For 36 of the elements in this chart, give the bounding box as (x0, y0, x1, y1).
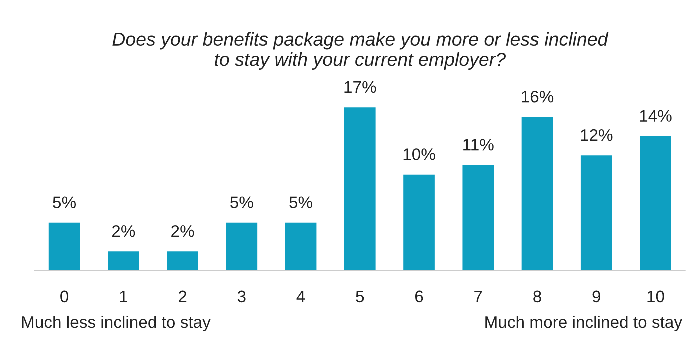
x-tick-label: 5 (356, 290, 364, 303)
x-tick-label: 10 (648, 290, 664, 303)
x-tick-label: 0 (60, 290, 69, 303)
x-tick-label: 7 (474, 290, 482, 302)
x-tick-label: 8 (534, 290, 542, 303)
bar (580, 156, 612, 271)
data-label: 11% (464, 139, 494, 151)
x-tick-label: 6 (415, 290, 424, 303)
bar (285, 222, 317, 271)
data-label: 12% (581, 129, 613, 142)
data-label: 2% (172, 225, 194, 238)
x-tick-label: 2 (179, 290, 187, 302)
data-label: 5% (230, 196, 254, 208)
x-tick-label: 1 (120, 290, 128, 302)
bar (48, 222, 80, 271)
x-tick-label: 4 (296, 290, 306, 302)
data-label: 5% (53, 196, 76, 208)
data-label: 14% (640, 110, 672, 122)
bar (462, 165, 494, 271)
bar (640, 136, 672, 271)
x-tick-label: 9 (592, 290, 600, 303)
data-label: 17% (344, 81, 376, 94)
bar (226, 222, 258, 271)
data-label: 10% (404, 148, 436, 160)
bar (522, 117, 554, 271)
data-label: 16% (522, 90, 554, 103)
data-label: 5% (290, 196, 312, 208)
chart-title: Does your benefits package make you more or less inclined to stay with your current employer? (112, 32, 609, 70)
bar (344, 108, 376, 271)
x-tick-label: 3 (238, 290, 246, 303)
text: Much more inclined to stay (486, 316, 682, 332)
bar (108, 252, 140, 271)
bar (167, 252, 198, 271)
text: Much less inclined to stay (22, 316, 211, 332)
data-label: 2% (112, 225, 136, 238)
bar (404, 174, 435, 271)
